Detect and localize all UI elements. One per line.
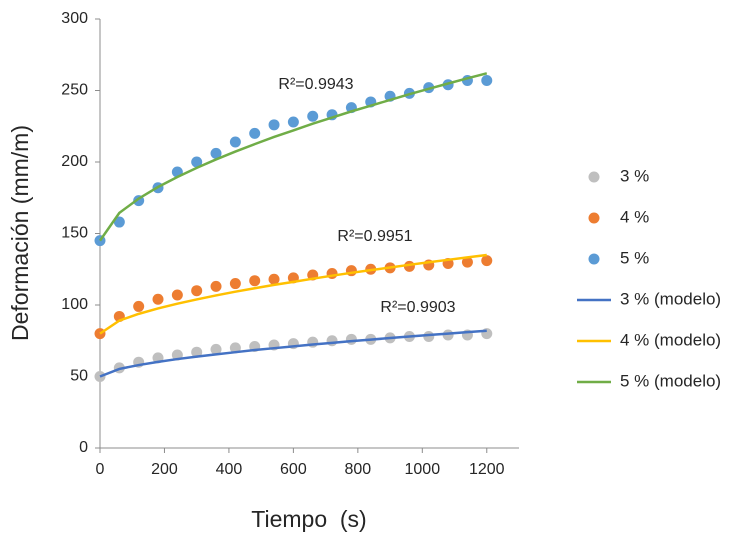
y-tick-label: 150 <box>61 225 88 242</box>
legend-marker <box>588 212 600 224</box>
legend-marker <box>588 253 600 265</box>
data-point <box>152 293 164 305</box>
data-point <box>268 119 280 131</box>
data-point <box>268 273 280 285</box>
legend-label: 3 % <box>620 166 649 185</box>
y-axis-title: Deformación (mm/m) <box>7 125 33 341</box>
data-point <box>113 216 125 228</box>
legend-label: 5 % (modelo) <box>620 371 721 390</box>
data-point <box>210 280 222 292</box>
data-point <box>210 343 222 355</box>
x-tick-label: 600 <box>280 461 307 478</box>
legend-label: 5 % <box>620 248 649 267</box>
data-point <box>481 328 493 340</box>
data-point <box>229 278 241 290</box>
data-point <box>133 300 145 312</box>
x-axis-title: Tiempo (s) <box>251 506 366 532</box>
data-point <box>326 335 338 347</box>
data-point <box>249 275 261 287</box>
data-point <box>461 256 473 268</box>
x-tick-label: 1200 <box>469 461 505 478</box>
data-point <box>307 110 319 122</box>
data-point <box>249 127 261 139</box>
legend-label: 4 % (modelo) <box>620 330 721 349</box>
data-point <box>229 136 241 148</box>
annotation: R²=0.9951 <box>337 228 412 245</box>
data-point <box>191 156 203 168</box>
annotation: R²=0.9903 <box>380 299 455 316</box>
annotation: R²=0.9943 <box>278 76 353 93</box>
y-tick-label: 50 <box>70 368 88 385</box>
data-point <box>210 147 222 159</box>
x-tick-label: 200 <box>151 461 178 478</box>
data-point <box>287 116 299 128</box>
x-tick-label: 1000 <box>405 461 441 478</box>
legend-label: 4 % <box>620 207 649 226</box>
y-tick-label: 0 <box>79 439 88 456</box>
data-point <box>191 285 203 297</box>
data-point <box>481 74 493 86</box>
data-point <box>345 333 357 345</box>
data-point <box>191 346 203 358</box>
y-tick-label: 250 <box>61 82 88 99</box>
x-tick-label: 400 <box>216 461 243 478</box>
y-tick-label: 200 <box>61 153 88 170</box>
model-line <box>99 329 487 378</box>
data-point <box>171 289 183 301</box>
legend-marker <box>588 171 600 183</box>
y-tick-label: 300 <box>61 10 88 27</box>
model-line <box>99 253 487 335</box>
x-tick-label: 0 <box>96 461 105 478</box>
legend-label: 3 % (modelo) <box>620 289 721 308</box>
x-tick-label: 800 <box>344 461 371 478</box>
y-tick-label: 100 <box>61 296 88 313</box>
model-line <box>98 72 488 242</box>
data-point <box>481 255 493 267</box>
